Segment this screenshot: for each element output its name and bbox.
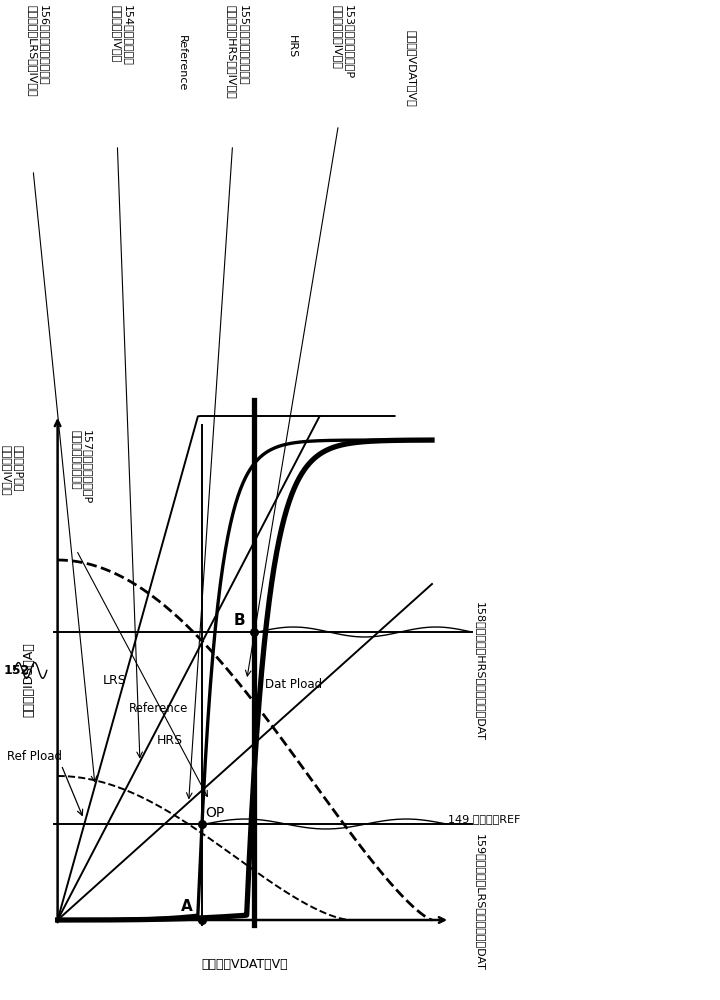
- Text: 153存储器单元侧的P
沟道晶体管的IV特性: 153存储器单元侧的P 沟道晶体管的IV特性: [333, 5, 354, 79]
- Text: 156存储器单元侧输入的
等效电阻（LRS）的IV特性: 156存储器单元侧输入的 等效电阻（LRS）的IV特性: [27, 5, 49, 97]
- Text: 149 输出电压REF: 149 输出电压REF: [448, 814, 521, 824]
- Text: OP: OP: [205, 806, 225, 820]
- Text: 152: 152: [4, 664, 30, 677]
- Text: 漏极电流IDS［A］: 漏极电流IDS［A］: [22, 643, 35, 717]
- Text: 157存储器单元侧的P
沟道晶体管的动作点: 157存储器单元侧的P 沟道晶体管的动作点: [71, 430, 92, 504]
- Text: LRS: LRS: [102, 674, 126, 686]
- Text: 154参考侧输入的
等效电阻的IV特性: 154参考侧输入的 等效电阻的IV特性: [112, 5, 133, 66]
- Text: 158高电阻时（HRS）的输出电压DAT: 158高电阻时（HRS）的输出电压DAT: [475, 602, 485, 741]
- Text: 漏极电压VDAT［V］: 漏极电压VDAT［V］: [202, 958, 288, 972]
- Text: 参考侧的P沟道
晶体管的IV特性: 参考侧的P沟道 晶体管的IV特性: [1, 445, 23, 496]
- Text: 155存储器单元侧输入的
等效电阻（HRS）的IV特性: 155存储器单元侧输入的 等效电阻（HRS）的IV特性: [227, 5, 248, 99]
- Text: B: B: [233, 613, 245, 628]
- Text: Dat Pload: Dat Pload: [266, 678, 323, 691]
- Text: HRS: HRS: [157, 734, 183, 746]
- Text: Ref Pload: Ref Pload: [7, 750, 62, 763]
- Text: Reference: Reference: [176, 35, 186, 91]
- Text: A: A: [181, 899, 192, 914]
- Text: HRS: HRS: [287, 35, 297, 58]
- Text: 159低电阻时（LRS）的输出电压DAT: 159低电阻时（LRS）的输出电压DAT: [475, 834, 485, 971]
- Text: Reference: Reference: [129, 702, 188, 715]
- Text: 漏极电压VDAT［V］: 漏极电压VDAT［V］: [407, 30, 417, 107]
